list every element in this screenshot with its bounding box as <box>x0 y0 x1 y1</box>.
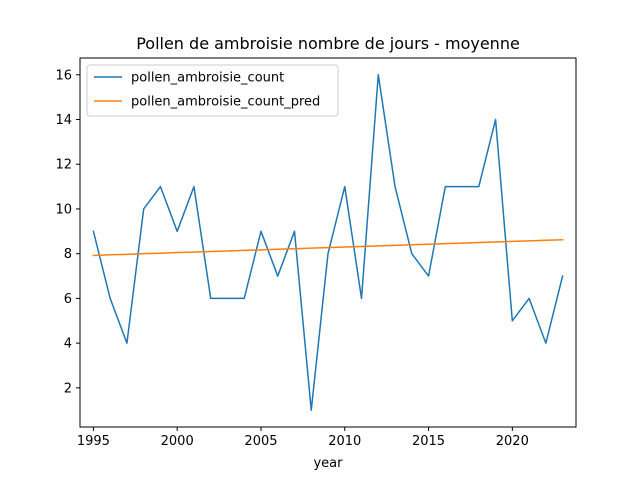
y-tick-label: 12 <box>55 158 72 173</box>
y-tick-label: 2 <box>64 381 72 396</box>
series-line-pollen-ambroisie-count <box>92 74 564 411</box>
x-tick-label: 2010 <box>328 434 361 449</box>
axes-frame <box>79 57 577 428</box>
y-tick-label: 6 <box>64 292 72 307</box>
legend-box <box>86 64 339 117</box>
y-tick-label: 16 <box>55 68 72 83</box>
x-tick-label: 2015 <box>412 434 445 449</box>
legend: pollen_ambroisie_count pollen_ambroisie_c… <box>86 64 339 117</box>
y-tick-label: 14 <box>55 113 72 128</box>
x-tick-label: 2000 <box>161 434 194 449</box>
legend-entry: pollen_ambroisie_count_pred <box>131 95 320 110</box>
y-tick-label: 4 <box>64 337 72 352</box>
chart-title: Pollen de ambroisie nombre de jours - mo… <box>136 34 520 53</box>
y-tick-label: 8 <box>64 247 72 262</box>
y-axis-ticks: 2 4 6 8 10 12 14 16 <box>55 68 80 396</box>
x-tick-label: 1995 <box>77 434 110 449</box>
y-tick-label: 10 <box>55 202 72 217</box>
x-axis-label: year <box>313 456 343 471</box>
series-line-pollen-ambroisie-count-pred <box>92 239 564 257</box>
x-axis-ticks: 1995 2000 2005 2010 2015 2020 <box>77 427 529 449</box>
x-tick-label: 2020 <box>496 434 529 449</box>
x-tick-label: 2005 <box>244 434 277 449</box>
series-layer <box>92 74 564 411</box>
legend-entry: pollen_ambroisie_count <box>131 71 284 86</box>
